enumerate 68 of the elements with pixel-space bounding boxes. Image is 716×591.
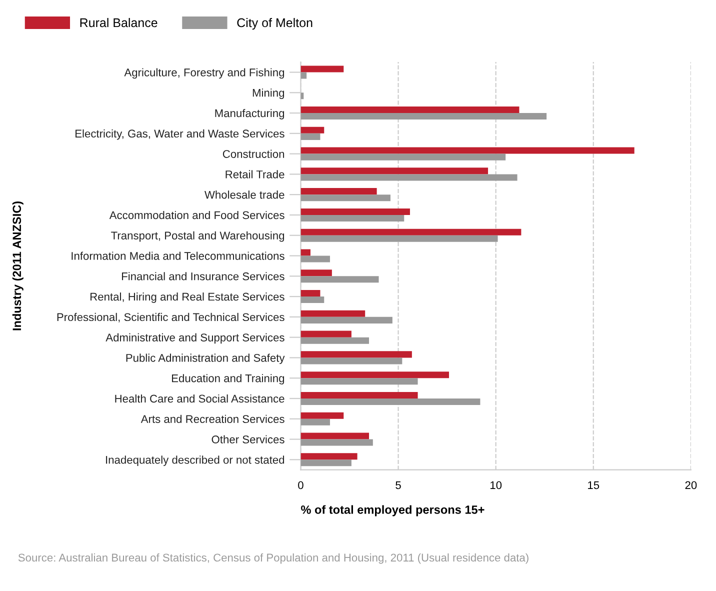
y-tick-label: Wholesale trade (204, 190, 284, 199)
bar (300, 228, 522, 236)
bar (300, 168, 488, 174)
bar (300, 66, 344, 72)
bar (300, 208, 410, 215)
x-tick-label: 15 (588, 481, 600, 490)
y-tick-label: Health Care and Social Assistance (115, 394, 284, 403)
bar (300, 432, 370, 440)
y-tick-label: Financial and Insurance Services (122, 272, 284, 280)
bar (300, 392, 418, 398)
bar (300, 270, 332, 276)
x-axis-title: % of total employed persons 15+ (301, 505, 484, 516)
y-tick-label: Administrative and Support Services (106, 333, 284, 344)
bar (300, 188, 377, 195)
bar (300, 235, 498, 242)
y-tick-label: Arts and Recreation Services (140, 414, 284, 424)
bar (300, 113, 547, 120)
legend-label: Rural Balance (80, 18, 158, 28)
y-tick-label: Other Services (212, 435, 284, 444)
y-tick-label: Retail Trade (226, 170, 284, 178)
bar (300, 174, 518, 181)
bar (300, 214, 404, 222)
bar (300, 351, 412, 358)
y-axis-title: Industry (2011 ANZSIC) (12, 201, 24, 330)
bar (300, 290, 320, 297)
x-tick-label: 10 (490, 481, 502, 490)
bar (300, 106, 520, 114)
bar (300, 296, 324, 304)
bar (300, 418, 330, 426)
bar (300, 154, 506, 160)
y-tick-label: Electricity, Gas, Water and Waste Services (76, 129, 284, 140)
bar (300, 133, 320, 140)
x-tick-label: 20 (685, 481, 697, 490)
bar (300, 126, 324, 134)
bar (300, 147, 634, 154)
y-tick-label: Public Administration and Safety (126, 354, 285, 364)
bar (300, 330, 352, 338)
bar (300, 378, 418, 385)
bar (300, 249, 310, 256)
legend-label: City of Melton (237, 18, 312, 30)
bar (300, 316, 392, 324)
x-tick-label: 0 (298, 481, 304, 490)
x-tick-label: 5 (396, 481, 401, 490)
y-tick-label: Agriculture, Forestry and Fishing (124, 68, 284, 79)
y-tick-label: Manufacturing (215, 109, 284, 120)
y-tick-label: Accommodation and Food Services (109, 210, 284, 220)
y-tick-label: Rental, Hiring and Real Estate Services (90, 292, 284, 303)
bar (300, 276, 379, 283)
bar (300, 256, 330, 262)
source-note: Source: Australian Bureau of Statistics, Census of Population and Housing, 2011 (Usual residence data) (18, 553, 528, 564)
y-tick-label: Mining (252, 88, 284, 99)
bar (300, 358, 402, 364)
y-tick-label: Construction (222, 150, 284, 158)
y-tick-label: Education and Training (172, 374, 284, 384)
y-tick-label: Transport, Postal and Warehousing (111, 231, 284, 242)
bar (300, 398, 480, 406)
y-tick-label: Inadequately described or not stated (106, 456, 284, 466)
bar (300, 72, 307, 79)
y-tick-label: Professional, Scientific and Technical Services (57, 312, 284, 322)
bar (300, 310, 366, 317)
bar (300, 460, 352, 466)
bar (300, 453, 358, 460)
bar (300, 194, 390, 202)
bar (300, 439, 373, 446)
bar (300, 412, 344, 419)
bar (300, 337, 370, 344)
bar (300, 372, 450, 378)
y-tick-label: Information Media and Telecommunications (72, 252, 284, 260)
